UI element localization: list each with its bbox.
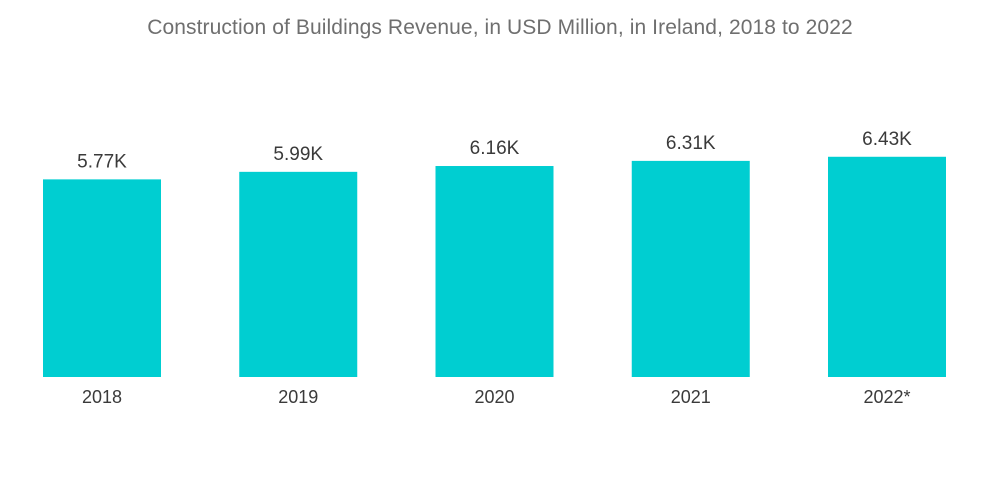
x-tick-2018: 2018 [82,387,122,407]
data-label-2018: 5.77K [77,151,127,172]
data-label-2021: 6.31K [666,133,716,154]
x-axis-ticks-group: 2018 2019 2020 2021 2022* [82,387,911,407]
data-label-2022: 6.43K [862,129,912,150]
x-tick-2021: 2021 [671,387,711,407]
data-labels-group: 5.77K 5.99K 6.16K 6.31K 6.43K [77,129,912,173]
bar-2018 [43,179,161,377]
bar-2021 [631,160,750,377]
data-label-2019: 5.99K [273,144,323,165]
bar-2022 [828,156,946,377]
chart-title: Construction of Buildings Revenue, in US… [147,16,853,39]
bar-2020 [435,166,554,377]
x-tick-2020: 2020 [474,387,514,407]
x-tick-2022: 2022* [863,387,910,407]
bars-group [43,156,946,377]
data-label-2020: 6.16K [470,138,520,159]
x-tick-2019: 2019 [278,387,318,407]
bar-2019 [239,171,358,377]
